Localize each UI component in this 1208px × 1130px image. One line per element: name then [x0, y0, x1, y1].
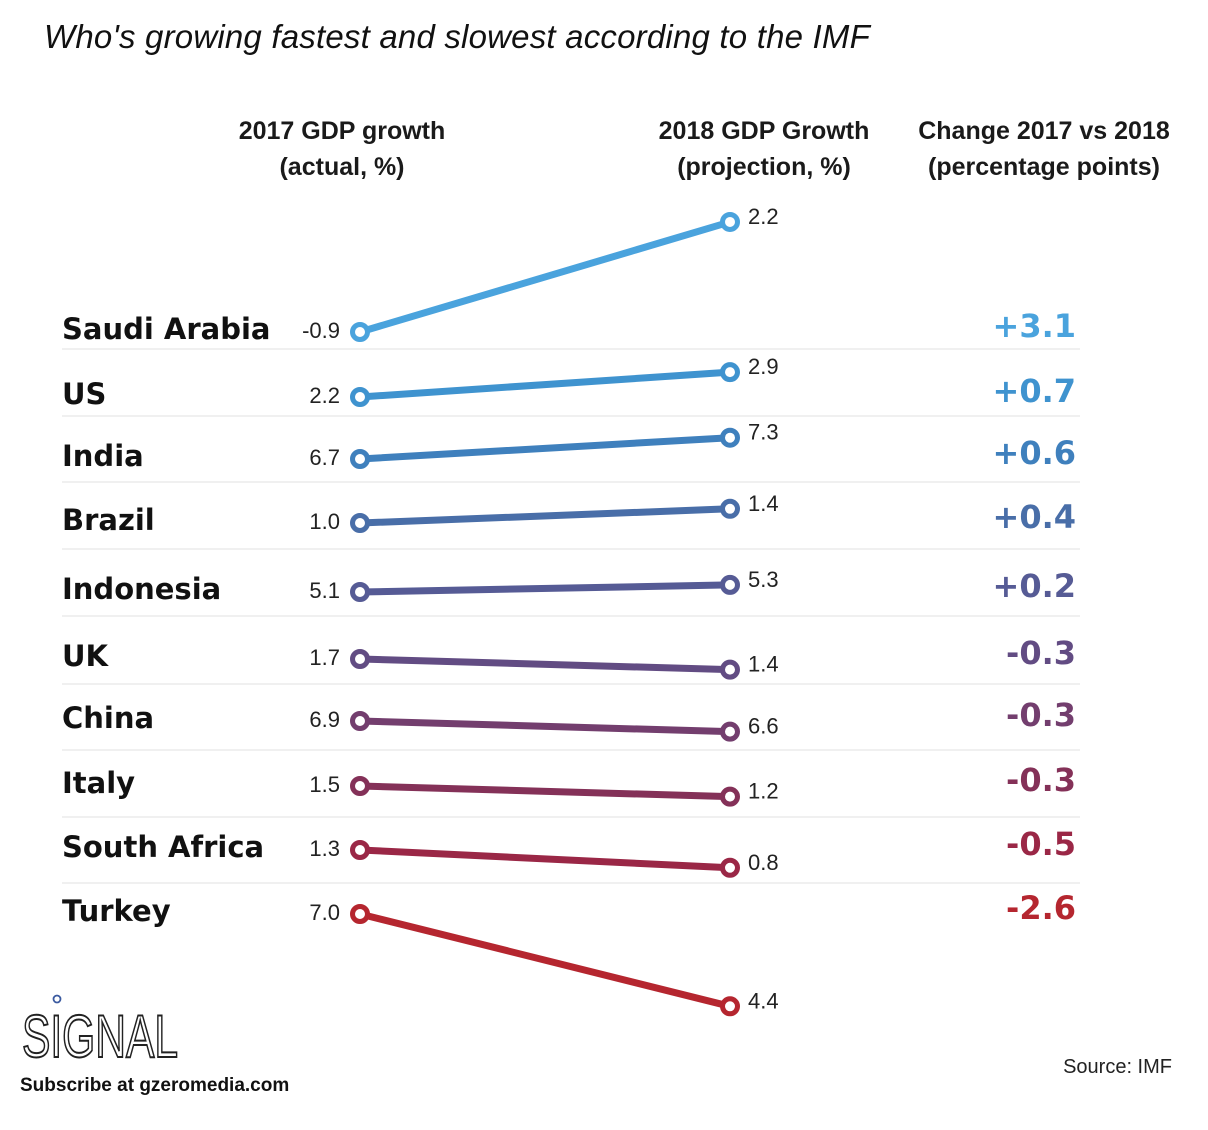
- dot-2018: [720, 996, 740, 1017]
- dot-2017: [350, 776, 370, 796]
- country-label: Italy: [62, 766, 135, 800]
- dot-2017: [350, 711, 370, 731]
- value-2018: 0.8: [748, 850, 779, 875]
- country-label: China: [62, 701, 154, 735]
- row-india: India 6.7 7.3 +0.6: [62, 420, 1076, 473]
- row-italy: Italy 1.5 1.2 -0.3: [62, 761, 1076, 807]
- change-value: +3.1: [993, 307, 1077, 345]
- signal-logo: SIGNAL: [21, 994, 179, 1071]
- value-2018: 4.4: [748, 988, 779, 1013]
- change-value: +0.7: [993, 372, 1077, 410]
- value-2018: 1.4: [748, 491, 779, 516]
- value-2018: 1.2: [748, 779, 779, 804]
- dot-2017: [350, 582, 370, 602]
- row-china: China 6.9 6.6 -0.3: [62, 696, 1076, 742]
- dot-2018: [720, 427, 740, 448]
- change-value: -0.3: [1006, 634, 1076, 672]
- slope-line: [356, 910, 734, 1010]
- source-note: Source: IMF: [1063, 1056, 1172, 1078]
- column-headers: 2017 GDP growth (actual, %) 2018 GDP Gro…: [239, 117, 1170, 181]
- dot-2018: [720, 574, 740, 595]
- dot-2017: [350, 840, 370, 860]
- dot-2018: [720, 211, 740, 232]
- country-label: UK: [62, 639, 110, 673]
- change-value: -2.6: [1006, 889, 1076, 927]
- country-label: Saudi Arabia: [62, 312, 270, 346]
- row-turkey: Turkey 7.0 4.4 -2.6: [62, 889, 1076, 1017]
- value-2017: 1.0: [309, 509, 340, 534]
- row-dividers: [62, 348, 1080, 884]
- header-change-line2: (percentage points): [928, 153, 1160, 181]
- slope-line: [356, 505, 734, 527]
- slope-line: [356, 846, 734, 872]
- value-2017: 1.5: [309, 772, 340, 797]
- logo-text: SIGNAL: [22, 1003, 178, 1070]
- logo-dot-icon: [52, 994, 62, 1004]
- value-2017: 6.9: [309, 707, 340, 732]
- value-2017: 1.7: [309, 645, 340, 670]
- subscribe-text: Subscribe at gzeromedia.com: [20, 1075, 289, 1096]
- value-2017: -0.9: [302, 318, 340, 343]
- header-2017-line1: 2017 GDP growth: [239, 117, 446, 145]
- chart-title: Who's growing fastest and slowest accord…: [44, 18, 872, 55]
- value-2018: 6.6: [748, 714, 779, 739]
- header-2017-line2: (actual, %): [279, 153, 404, 181]
- row-us: US 2.2 2.9 +0.7: [62, 354, 1076, 411]
- dot-2018: [720, 659, 740, 680]
- country-label: Turkey: [62, 894, 171, 928]
- dot-2017: [350, 387, 370, 407]
- change-value: -0.5: [1006, 825, 1076, 863]
- value-2018: 7.3: [748, 420, 779, 445]
- value-2017: 5.1: [309, 578, 340, 603]
- slope-line: [356, 717, 734, 736]
- dot-2018: [720, 721, 740, 742]
- slope-line: [356, 218, 734, 336]
- value-2017: 1.3: [309, 836, 340, 861]
- value-2017: 6.7: [309, 445, 340, 470]
- dot-2018: [720, 786, 740, 807]
- header-2018-line1: 2018 GDP Growth: [659, 117, 870, 145]
- country-label: Indonesia: [62, 572, 221, 606]
- slope-line: [356, 368, 734, 401]
- country-label: South Africa: [62, 830, 264, 864]
- value-2018: 5.3: [748, 567, 779, 592]
- value-2018: 1.4: [748, 652, 779, 677]
- slope-line: [356, 655, 734, 674]
- header-2018-line2: (projection, %): [677, 153, 851, 181]
- dot-2017: [350, 449, 370, 469]
- change-value: +0.6: [993, 434, 1077, 472]
- dot-2017: [350, 513, 370, 533]
- slope-line: [356, 782, 734, 801]
- dot-2018: [720, 362, 740, 383]
- change-value: -0.3: [1006, 696, 1076, 734]
- row-south-africa: South Africa 1.3 0.8 -0.5: [62, 825, 1076, 878]
- slope-line: [356, 434, 734, 463]
- value-2017: 2.2: [309, 383, 340, 408]
- change-value: +0.4: [993, 498, 1077, 536]
- dot-2017: [350, 649, 370, 669]
- country-label: Brazil: [62, 503, 155, 537]
- row-saudi-arabia: Saudi Arabia -0.9 2.2 +3.1: [62, 204, 1076, 346]
- value-2017: 7.0: [309, 900, 340, 925]
- country-label: US: [62, 377, 106, 411]
- chart-rows: Saudi Arabia -0.9 2.2 +3.1 US 2.2 2.9 +0.7 India…: [62, 204, 1076, 1017]
- value-2018: 2.9: [748, 354, 779, 379]
- row-indonesia: Indonesia 5.1 5.3 +0.2: [62, 567, 1076, 606]
- dot-2017: [350, 322, 370, 342]
- slope-line: [356, 581, 734, 596]
- country-label: India: [62, 439, 144, 473]
- row-brazil: Brazil 1.0 1.4 +0.4: [62, 491, 1076, 537]
- row-uk: UK 1.7 1.4 -0.3: [62, 634, 1076, 680]
- footer: SIGNAL Subscribe at gzeromedia.com Sourc…: [20, 994, 1172, 1096]
- dot-2017: [350, 904, 370, 924]
- change-value: -0.3: [1006, 761, 1076, 799]
- header-change-line1: Change 2017 vs 2018: [918, 117, 1170, 145]
- dot-2018: [720, 498, 740, 519]
- change-value: +0.2: [993, 567, 1077, 605]
- dot-2018: [720, 857, 740, 878]
- value-2018: 2.2: [748, 204, 779, 229]
